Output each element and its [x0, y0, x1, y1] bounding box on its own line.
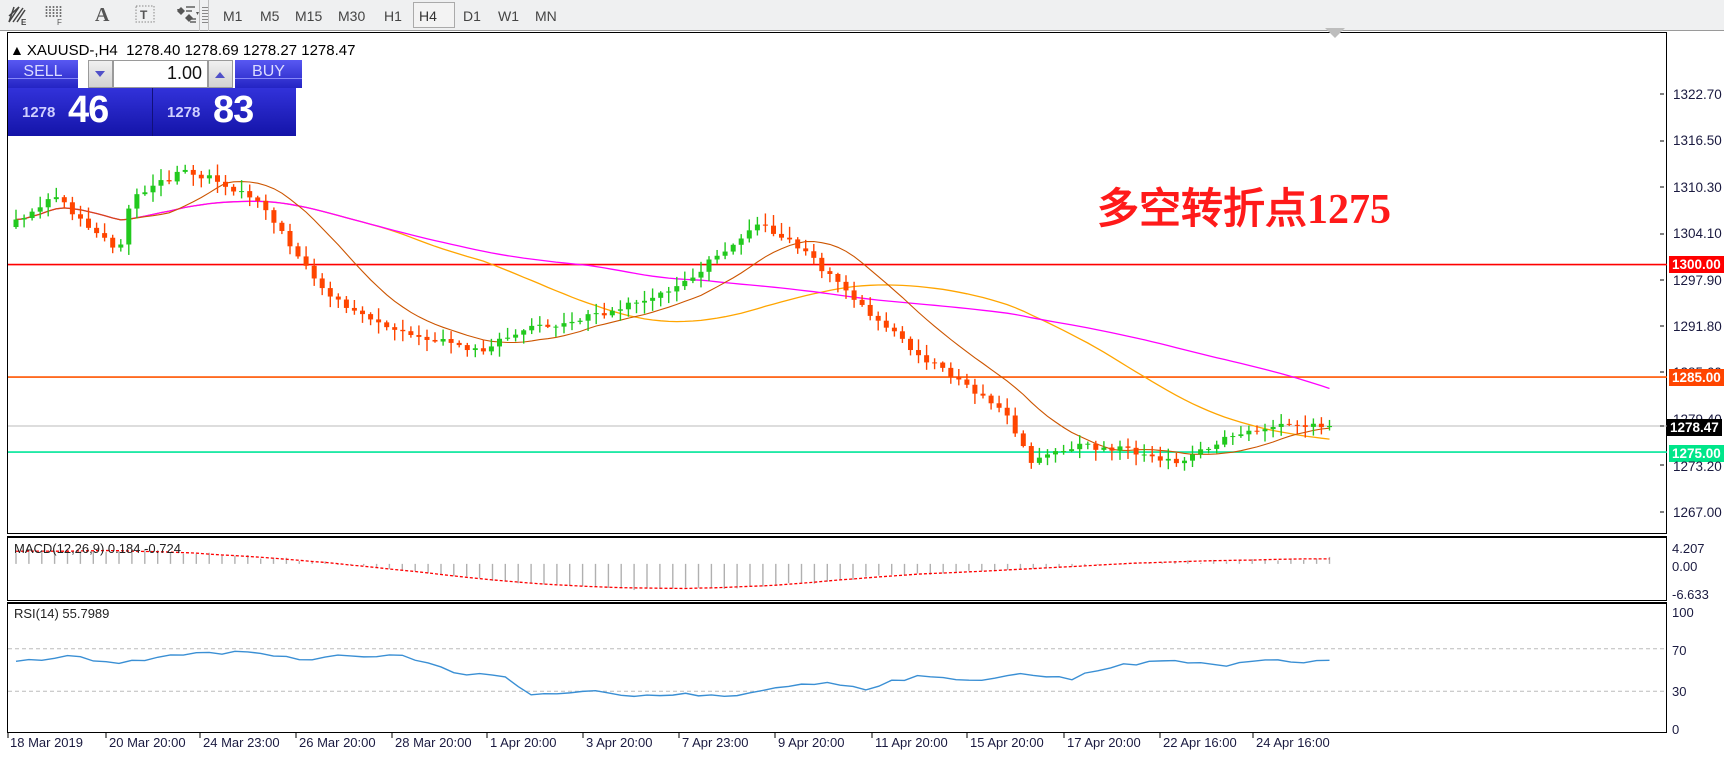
svg-text:T: T: [140, 8, 148, 22]
svg-text:F: F: [57, 18, 62, 26]
svg-text:E: E: [21, 18, 27, 26]
